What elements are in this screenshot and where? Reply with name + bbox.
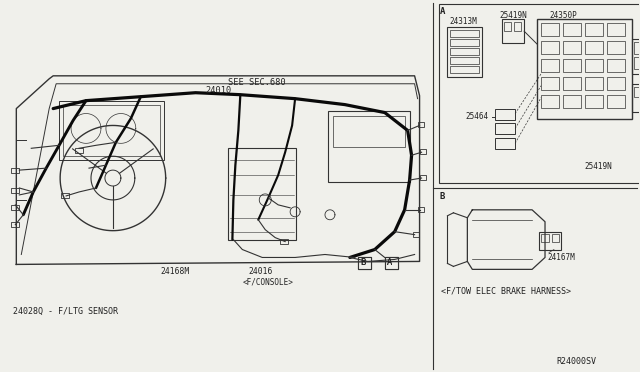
Bar <box>12 222 19 227</box>
Bar <box>333 116 404 147</box>
Bar <box>541 59 559 72</box>
Bar <box>447 27 483 77</box>
Bar <box>563 95 581 108</box>
Text: B: B <box>360 259 365 267</box>
Bar <box>585 59 603 72</box>
Bar <box>541 77 559 90</box>
Bar <box>12 168 19 173</box>
Bar <box>420 175 426 180</box>
Bar <box>385 257 397 269</box>
Bar <box>563 23 581 36</box>
Bar <box>502 19 524 43</box>
Bar <box>417 207 424 212</box>
Bar <box>417 122 424 128</box>
Bar <box>12 205 19 210</box>
Bar <box>541 234 549 241</box>
Bar <box>12 188 19 193</box>
Bar <box>607 59 625 72</box>
Bar <box>541 41 559 54</box>
Bar <box>420 149 426 154</box>
Bar <box>607 23 625 36</box>
Bar <box>634 42 640 54</box>
Text: 24010: 24010 <box>205 86 232 95</box>
Bar <box>451 48 479 55</box>
Bar <box>440 4 640 183</box>
Bar <box>451 66 479 73</box>
Bar <box>328 110 410 182</box>
Bar <box>451 57 479 64</box>
Text: A: A <box>387 259 392 267</box>
Text: 24016: 24016 <box>248 267 273 276</box>
Text: 24313M: 24313M <box>449 17 477 26</box>
Text: A: A <box>387 259 392 267</box>
Bar <box>585 41 603 54</box>
Text: B: B <box>360 259 365 267</box>
Bar <box>541 23 559 36</box>
Text: 24168M: 24168M <box>161 267 190 276</box>
Bar <box>413 232 419 237</box>
Bar <box>607 77 625 90</box>
Bar <box>451 30 479 37</box>
Bar <box>607 95 625 108</box>
Text: 25464: 25464 <box>465 112 488 121</box>
Bar <box>634 57 640 69</box>
Bar <box>537 19 632 119</box>
Text: B: B <box>440 192 445 201</box>
Bar <box>563 59 581 72</box>
Bar <box>514 22 521 31</box>
Bar <box>632 39 640 74</box>
Bar <box>563 41 581 54</box>
Bar <box>358 257 371 269</box>
Bar <box>495 109 515 119</box>
Text: <F/CONSOLE>: <F/CONSOLE> <box>243 277 293 286</box>
Text: R24000SV: R24000SV <box>557 357 596 366</box>
Bar <box>552 234 559 241</box>
Bar <box>541 95 559 108</box>
Bar <box>585 23 603 36</box>
Bar <box>75 148 83 153</box>
Text: <F/TOW ELEC BRAKE HARNESS>: <F/TOW ELEC BRAKE HARNESS> <box>442 286 572 295</box>
Text: 24350P: 24350P <box>549 11 577 20</box>
Bar <box>607 41 625 54</box>
Bar <box>59 101 164 160</box>
Bar <box>61 193 69 198</box>
Bar <box>63 105 160 156</box>
Bar <box>585 77 603 90</box>
Bar <box>280 238 288 244</box>
Text: 24028Q - F/LTG SENSOR: 24028Q - F/LTG SENSOR <box>13 307 118 316</box>
Bar <box>539 232 561 250</box>
Bar <box>228 148 296 240</box>
Bar <box>451 39 479 46</box>
Bar <box>634 87 640 97</box>
Bar <box>632 84 640 112</box>
Bar <box>495 124 515 134</box>
Bar <box>385 257 397 269</box>
Bar <box>504 22 511 31</box>
Text: 25419N: 25419N <box>585 162 612 171</box>
Text: A: A <box>440 7 445 16</box>
Text: 24167M: 24167M <box>547 253 575 263</box>
Text: 25419N: 25419N <box>499 11 527 20</box>
Bar <box>585 95 603 108</box>
Bar <box>358 257 371 269</box>
Bar <box>495 138 515 149</box>
Text: SEE SEC.680: SEE SEC.680 <box>228 78 286 87</box>
Bar <box>563 77 581 90</box>
